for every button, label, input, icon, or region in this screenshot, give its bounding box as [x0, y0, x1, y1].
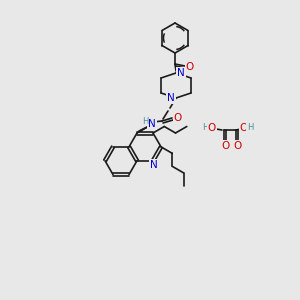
- Text: O: O: [233, 141, 241, 151]
- Text: N: N: [177, 68, 185, 78]
- Text: H: H: [202, 122, 208, 131]
- Text: N: N: [148, 119, 156, 129]
- Text: O: O: [186, 62, 194, 72]
- Text: N: N: [167, 93, 175, 103]
- Text: H: H: [247, 122, 253, 131]
- Text: N: N: [150, 160, 158, 170]
- Text: O: O: [208, 123, 216, 133]
- Text: O: O: [240, 123, 248, 133]
- Text: O: O: [221, 141, 229, 151]
- Text: O: O: [174, 113, 182, 123]
- Text: H: H: [142, 116, 148, 125]
